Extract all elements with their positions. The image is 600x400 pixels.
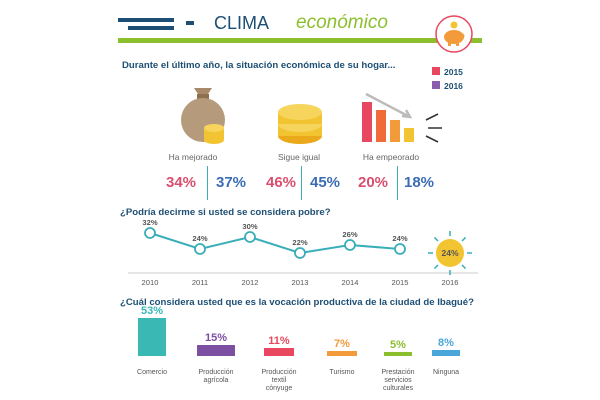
value-igual-2016: 45% [309, 174, 341, 191]
bar-value-label: 5% [390, 339, 406, 352]
highlight-point [436, 239, 464, 267]
header-line-dark-2 [128, 26, 174, 30]
bar-value-label: 53% [140, 304, 164, 317]
bar-value-label: 8% [438, 337, 454, 350]
value-empeorado-2016: 18% [403, 174, 435, 191]
data-label: 30% [242, 222, 257, 231]
option-label-igual: Sigue igual [277, 152, 321, 162]
x-tick-label: 2012 [242, 278, 259, 287]
bar-value-label: 11% [268, 335, 290, 348]
question-pobre: ¿Podría decirme si usted se considera po… [120, 207, 331, 218]
data-label: 26% [342, 230, 357, 239]
bar-value-label: 15% [204, 332, 228, 345]
question-situacion: Durante el último año, la situación econ… [122, 60, 396, 71]
bar-category-line: Ninguna [432, 369, 460, 376]
bar [264, 348, 294, 356]
legend-swatch-2015 [432, 67, 440, 75]
bar-chart: 53% Comercio 15% Producción agrícola 11% Produ… [0, 300, 600, 400]
bar [384, 352, 412, 356]
page-title-accent: económico [296, 12, 388, 33]
highlight-ray [433, 236, 439, 242]
bar-category-line: cónyuge [265, 385, 293, 392]
bar [197, 345, 235, 356]
x-tick-label: 2015 [392, 278, 409, 287]
declining-bars-icon [362, 92, 442, 143]
bar-category-label: Ninguna [416, 369, 476, 377]
divider [207, 166, 208, 200]
money-bag-icon [181, 88, 225, 144]
divider [397, 166, 398, 200]
bar-category-label: Producción textil cónyuge [249, 369, 309, 393]
question-vocacion: ¿Cuál considera usted que es la vocación… [120, 297, 474, 308]
bar-category-label: Producción agrícola [186, 369, 246, 385]
coins-stack-icon [278, 104, 322, 144]
header-decoration [118, 18, 482, 43]
bar-category-line: Turismo [329, 369, 355, 376]
data-point [144, 227, 156, 239]
highlight-ray [461, 264, 467, 270]
bar-category-label: Comercio [122, 369, 182, 377]
value-igual-2015: 46% [265, 174, 297, 191]
header-line-dark-3 [186, 21, 194, 25]
x-tick-label: 2016 [442, 278, 459, 287]
bar [138, 317, 166, 356]
bar-category-line: Producción [198, 369, 234, 376]
x-tick-label: 2014 [342, 278, 359, 287]
highlight-label: 24% [441, 248, 458, 258]
value-mejorado-2015: 34% [165, 174, 197, 191]
option-label-mejorado: Ha mejorado [168, 152, 218, 162]
legend-label-2016: 2016 [444, 81, 463, 91]
value-empeorado-2015: 20% [357, 174, 389, 191]
bar-category-line: Prestación [381, 369, 415, 376]
x-tick-label: 2011 [192, 278, 208, 287]
legend-label-2015: 2015 [444, 67, 463, 77]
bar-category-line: agrícola [203, 377, 229, 384]
bar-value-label: 7% [334, 337, 350, 350]
legend-swatch-2016 [432, 81, 440, 89]
x-tick-label: 2010 [142, 278, 159, 287]
header-green-band [118, 38, 482, 43]
data-label: 24% [192, 234, 207, 243]
data-label: 22% [292, 238, 307, 247]
data-point [194, 243, 206, 255]
bar-category-label: Prestación servicios culturales [368, 369, 428, 393]
bar [432, 350, 460, 356]
data-label: 32% [142, 218, 157, 227]
page-title: CLIMA [214, 13, 270, 33]
data-label: 24% [392, 234, 407, 243]
bar-category-label: Turismo [312, 369, 372, 377]
bar-category-line: Producción [261, 369, 297, 376]
value-mejorado-2016: 37% [215, 174, 247, 191]
series-line [149, 232, 401, 255]
highlight-ray [433, 264, 439, 270]
line-chart: 32% 2010 24% 2011 30% 2012 22% 2013 26% 2014 24% 20… [128, 218, 478, 287]
piggy-bank-icon [435, 15, 473, 53]
bar-category-line: textil [271, 377, 287, 384]
bar-category-line: culturales [383, 385, 413, 392]
header-line-dark [118, 18, 174, 22]
divider [301, 166, 302, 200]
bar-category-line: Comercio [137, 369, 167, 376]
data-point [394, 243, 406, 255]
highlight-ray [461, 236, 467, 242]
data-point [294, 247, 306, 259]
data-point [344, 239, 356, 251]
option-label-empeorado: Ha empeorado [362, 152, 420, 162]
bar [327, 350, 357, 356]
data-point [244, 231, 256, 243]
x-tick-label: 2013 [292, 278, 309, 287]
bar-category-line: servicios [384, 377, 412, 384]
